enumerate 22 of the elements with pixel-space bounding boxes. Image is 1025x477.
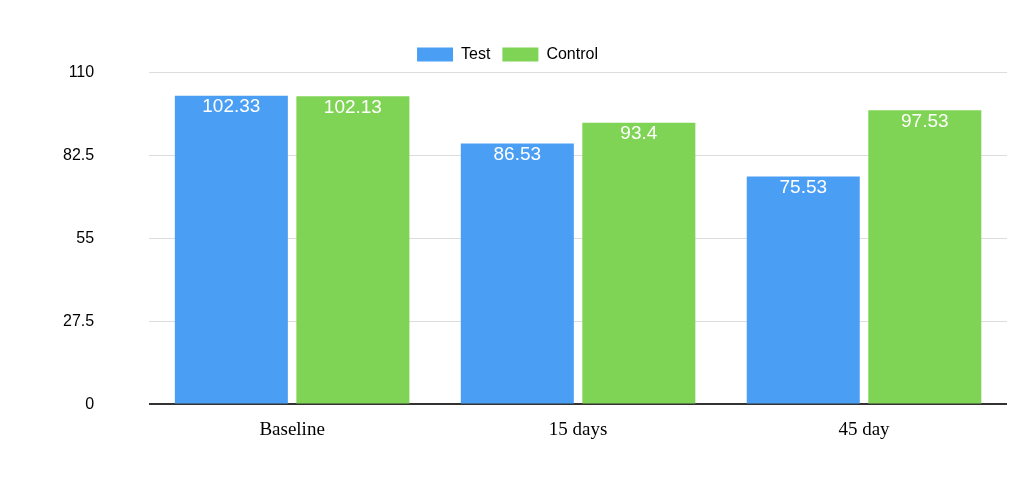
y-tick-label: 27.5: [63, 311, 95, 329]
y-tick-label: 82.5: [63, 145, 95, 163]
x-tick-label: 45 day: [838, 417, 891, 439]
legend-label: Test: [461, 45, 491, 63]
bar: [174, 95, 288, 404]
data-label: 75.53: [779, 176, 828, 198]
y-tick-label: 55: [76, 228, 95, 246]
legend-label: Control: [546, 45, 598, 63]
bar: [746, 176, 860, 404]
bar: [460, 143, 574, 404]
data-label: 93.4: [620, 122, 658, 144]
x-tick-label: Baseline: [259, 417, 325, 439]
x-tick-label: 15 days: [548, 417, 608, 439]
bar: [582, 122, 696, 404]
data-label: 97.53: [901, 109, 949, 131]
data-label: 86.53: [493, 143, 542, 165]
y-tick-label: 0: [85, 394, 95, 412]
bar: [868, 110, 982, 404]
y-tick-label: 110: [68, 63, 95, 81]
bar: [296, 96, 410, 404]
data-label: 102.33: [202, 95, 261, 117]
data-label: 102.13: [323, 96, 382, 118]
